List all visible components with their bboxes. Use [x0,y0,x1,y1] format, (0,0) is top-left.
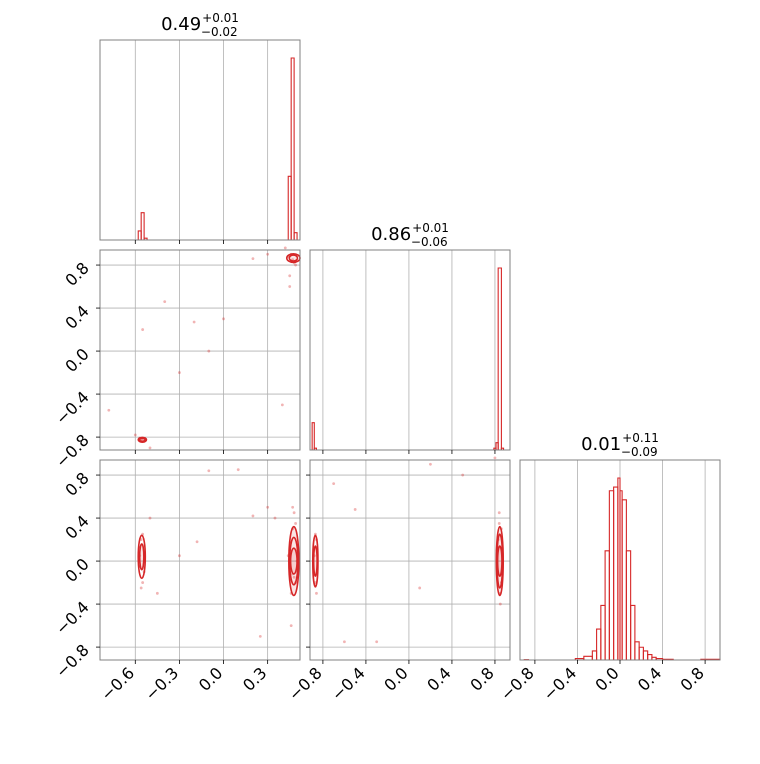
scatter-point-p10-10 [107,409,110,412]
scatter-point-p20-21 [178,554,181,557]
scatter-point-p20-23 [252,515,255,518]
scatter-point-p10-7 [193,321,196,324]
scatter-point-p10-16 [294,264,297,267]
scatter-point-p10-21 [222,317,225,320]
scatter-point-p10-24 [134,434,137,437]
contour-p20-4 [289,527,299,596]
scatter-point-p21-16 [375,640,378,643]
scatter-point-p10-18 [284,246,287,249]
scatter-point-p20-15 [290,624,293,627]
scatter-point-p21-17 [494,456,497,459]
scatter-point-p10-19 [281,403,284,406]
contour-p10-2 [140,438,145,441]
title-param-2: 0.86+0.01−0.06 [371,221,449,249]
scatter-point-p21-9 [498,511,501,514]
scatter-point-p20-26 [274,517,277,520]
scatter-point-p20-20 [237,468,240,471]
scatter-point-p21-20 [343,640,346,643]
contour-p20-0 [140,544,144,570]
scatter-point-p21-19 [332,482,335,485]
scatter-point-p21-3 [315,592,318,595]
scatter-point-p10-23 [252,257,255,260]
scatter-point-p21-14 [429,463,432,466]
scatter-point-p10-11 [163,300,166,303]
title-param-1: 0.49+0.01−0.02 [161,11,239,39]
scatter-point-p20-25 [196,540,199,543]
scatter-point-p10-5 [178,371,181,374]
scatter-point-p20-19 [266,506,269,509]
scatter-point-p20-22 [149,517,152,520]
scatter-point-p20-27 [156,592,159,595]
scatter-point-p21-13 [354,508,357,511]
scatter-point-p20-28 [259,635,262,638]
scatter-point-p21-5 [498,522,501,525]
scatter-point-p10-6 [207,350,210,353]
scatter-point-p10-20 [288,285,291,288]
scatter-point-p20-24 [207,469,210,472]
scatter-point-p10-9 [149,446,152,449]
scatter-point-p20-1 [141,581,144,584]
scatter-point-p10-22 [266,253,269,256]
title-param-3: 0.01+0.11−0.09 [581,431,659,459]
contour-p10-0 [289,255,297,261]
contour-p21-0 [314,546,317,576]
scatter-point-p10-8 [141,328,144,331]
scatter-point-p20-7 [291,506,294,509]
scatter-point-p20-14 [294,522,297,525]
scatter-point-p21-18 [418,587,421,590]
scatter-point-p10-17 [288,274,291,277]
contour-p21-4 [496,527,503,596]
scatter-point-p21-15 [461,474,464,477]
scatter-point-p20-4 [140,587,143,590]
scatter-point-p21-10 [499,603,502,606]
scatter-point-p20-8 [293,511,296,514]
